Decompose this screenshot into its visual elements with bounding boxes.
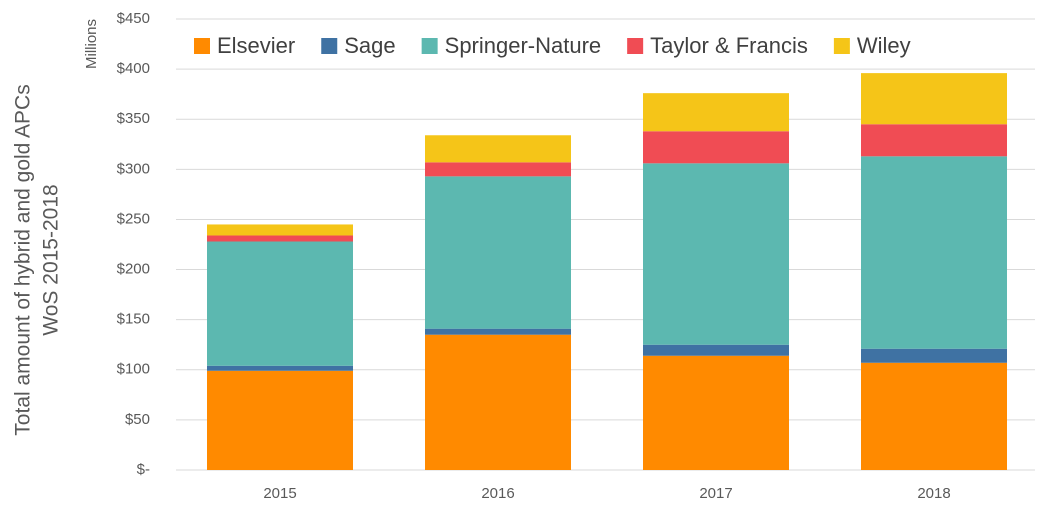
y-axis-label: WoS 2015-2018 <box>40 184 63 335</box>
y-tick-label: $150 <box>117 311 150 328</box>
x-tick-label: 2017 <box>699 485 732 502</box>
legend-swatch <box>627 38 644 54</box>
legend-swatch <box>194 38 210 54</box>
y-axis-label: Total amount of hybrid and gold APCs <box>12 84 35 435</box>
legend-label: Wiley <box>857 33 911 58</box>
y-tick-label: $400 <box>117 60 150 77</box>
x-tick-label: 2016 <box>481 485 514 502</box>
bar-segment <box>643 131 789 164</box>
y-tick-label: $- <box>137 461 150 478</box>
y-tick-label: $250 <box>117 210 150 227</box>
bar-segment <box>861 156 1007 349</box>
y-tick-label: $350 <box>117 110 150 127</box>
bar-segment <box>643 163 789 345</box>
y-tick-label: $50 <box>125 411 150 428</box>
legend-swatch <box>321 38 338 54</box>
bar-segment <box>425 176 571 329</box>
x-tick-label: 2018 <box>917 485 950 502</box>
legend-label: Elsevier <box>217 33 295 58</box>
legend-swatch <box>833 38 850 54</box>
bar-segment <box>643 355 789 470</box>
bar-segment <box>207 370 353 470</box>
legend-label: Springer-Nature <box>445 33 602 58</box>
bar-segment <box>207 235 353 242</box>
bar-segment <box>425 135 571 163</box>
bar-segment <box>861 362 1007 470</box>
legend-label: Taylor & Francis <box>650 33 808 58</box>
bar-segment <box>425 334 571 470</box>
bar-segment <box>861 348 1007 363</box>
y-axis-unit: Millions <box>83 19 100 69</box>
x-tick-label: 2015 <box>263 485 296 502</box>
y-tick-label: $100 <box>117 361 150 378</box>
y-tick-label: $450 <box>117 10 150 27</box>
bar-segment <box>643 93 789 132</box>
bar-segment <box>643 344 789 356</box>
bar-segment <box>207 241 353 366</box>
y-tick-label: $300 <box>117 160 150 177</box>
bar-segment <box>207 224 353 236</box>
bar-segment <box>425 162 571 177</box>
bar-segment <box>425 328 571 335</box>
bar-segment <box>861 73 1007 125</box>
bar-segment <box>207 365 353 371</box>
y-tick-label: $200 <box>117 261 150 278</box>
legend-label: Sage <box>344 33 395 58</box>
bar-segment <box>861 124 1007 157</box>
legend-swatch <box>421 38 438 54</box>
